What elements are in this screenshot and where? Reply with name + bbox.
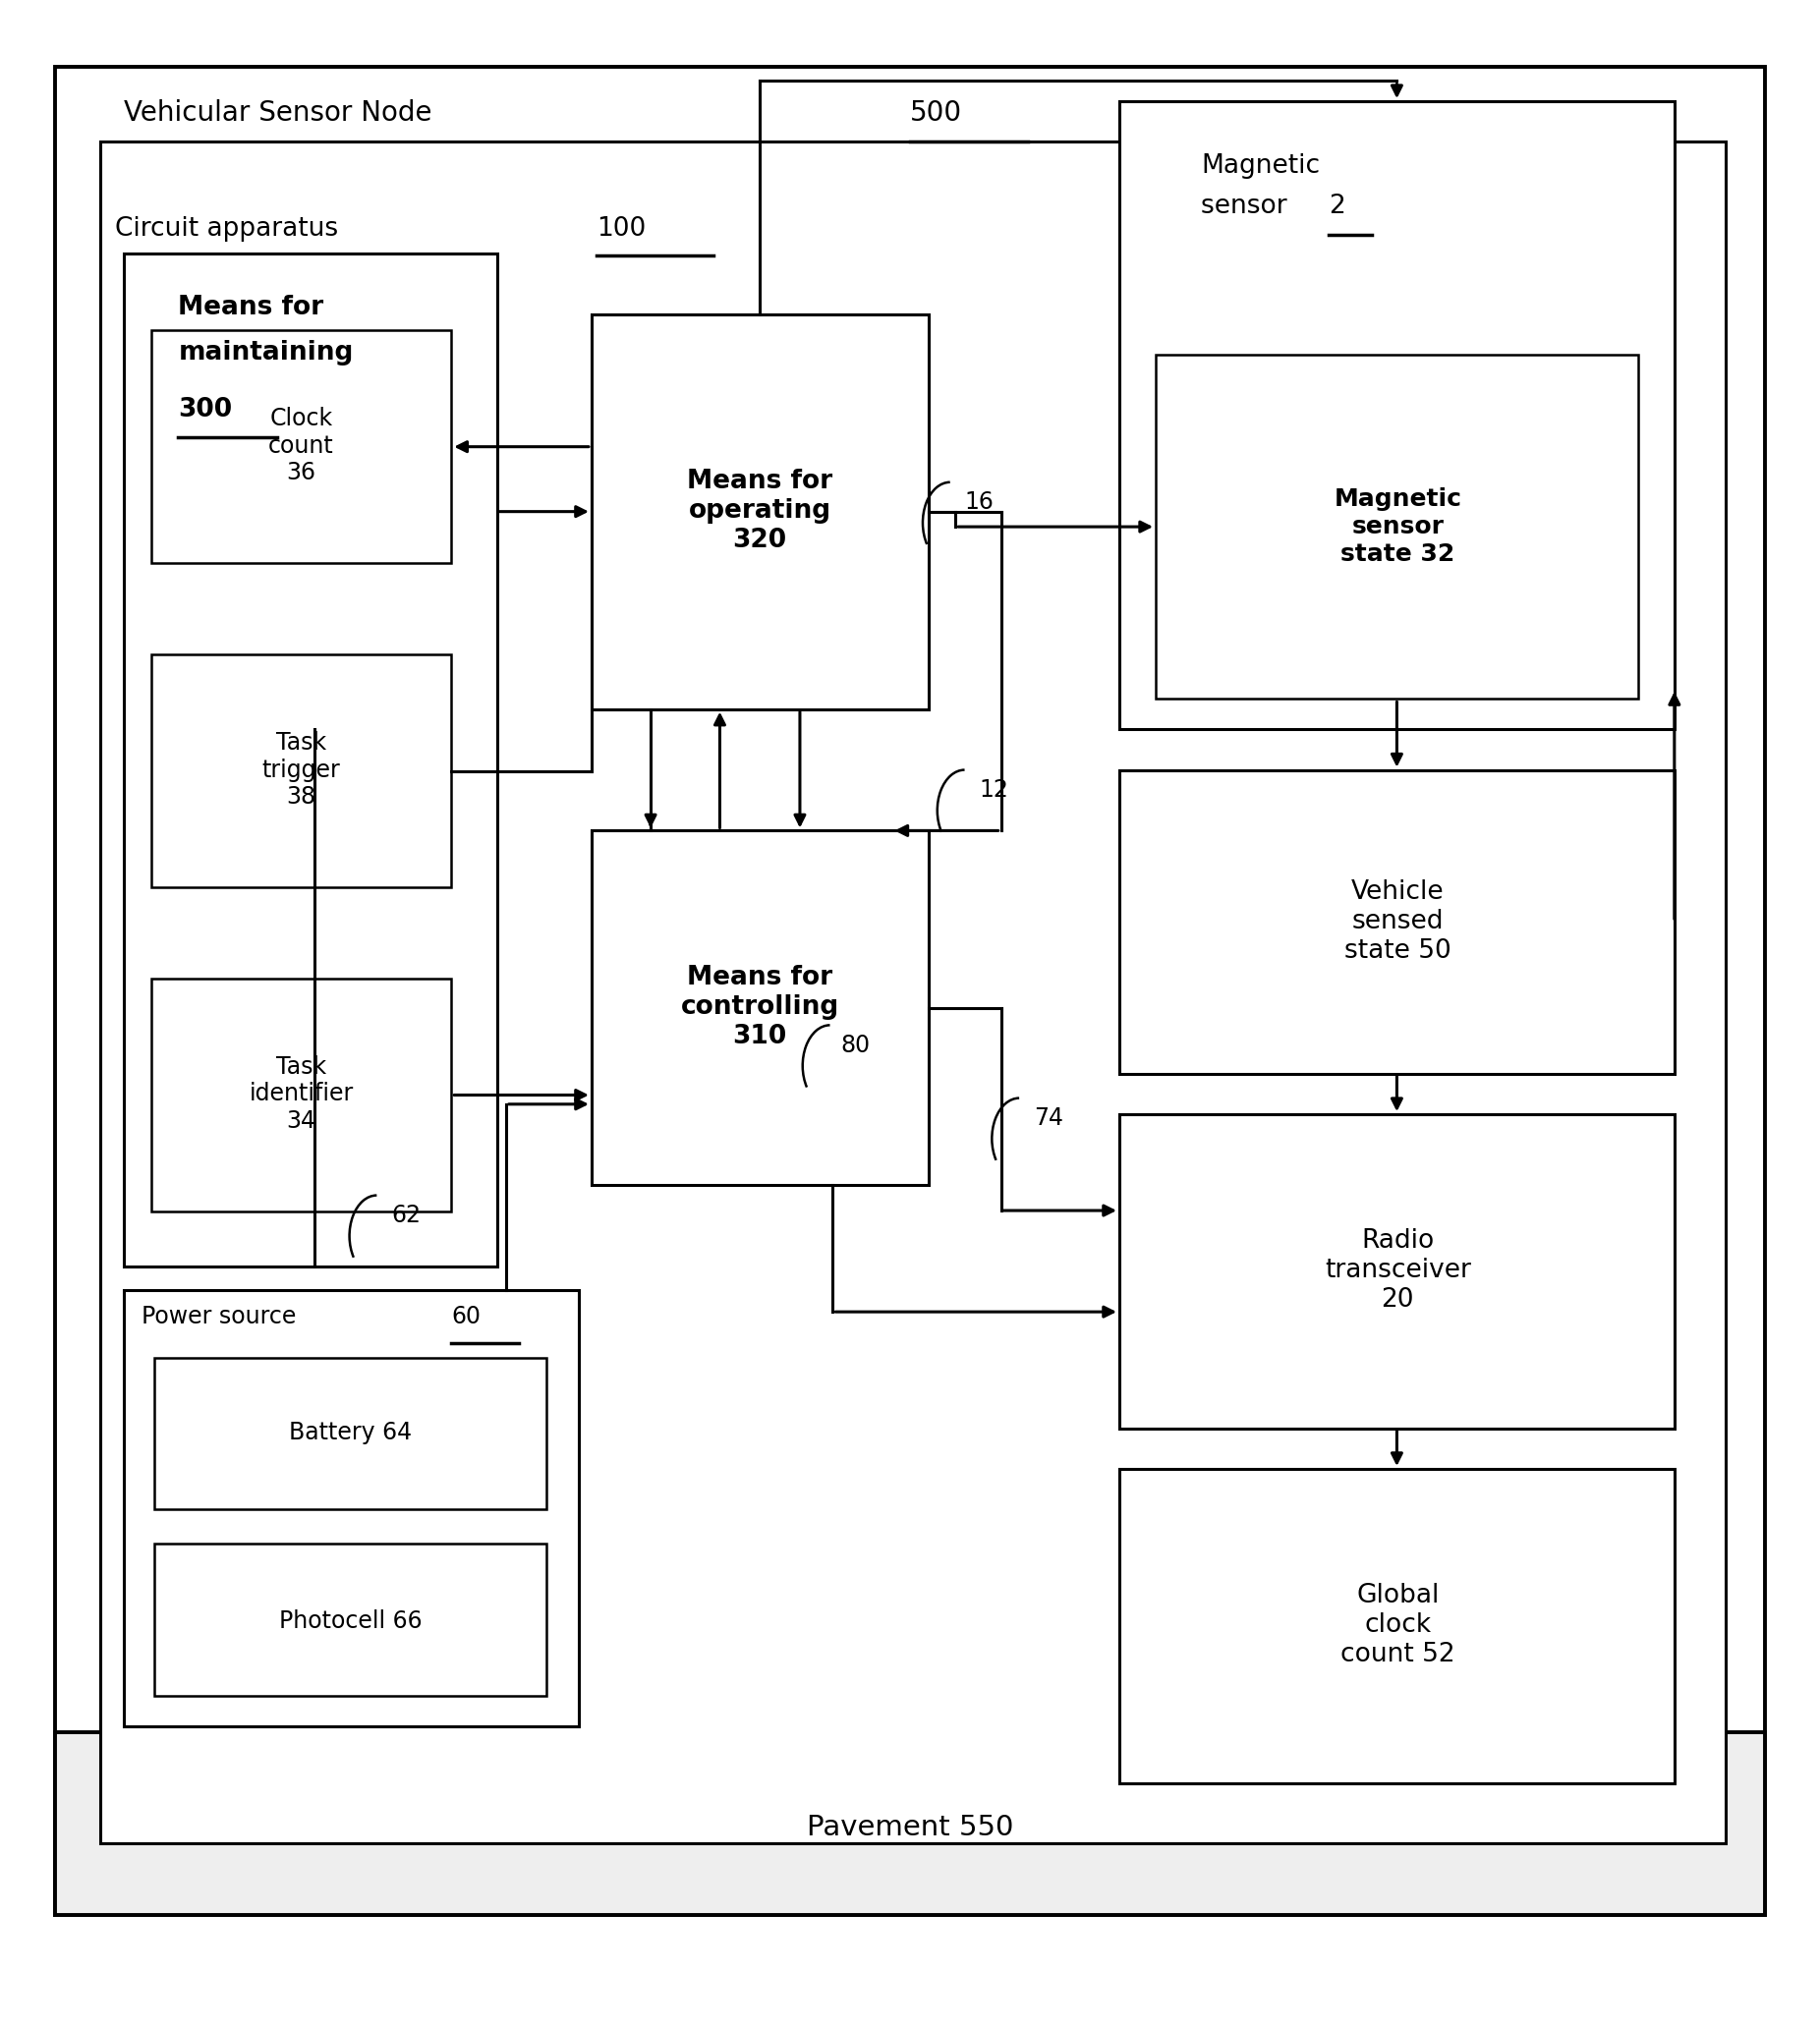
Bar	[155, 1544, 546, 1696]
Bar	[124, 253, 497, 1266]
Bar	[151, 979, 451, 1212]
Bar	[1119, 101, 1674, 729]
Bar	[592, 314, 928, 709]
Bar	[151, 654, 451, 887]
Text: 300: 300	[178, 397, 233, 421]
Text: Battery 64: Battery 64	[289, 1420, 411, 1445]
Text: Task
identifier
34: Task identifier 34	[249, 1056, 353, 1133]
Bar	[1119, 1114, 1674, 1428]
Text: Task
trigger
38: Task trigger 38	[262, 731, 340, 808]
Bar	[155, 1357, 546, 1509]
Bar	[1156, 355, 1638, 699]
Text: Means for: Means for	[178, 296, 324, 320]
Text: 100: 100	[597, 217, 646, 241]
Text: 80: 80	[841, 1033, 870, 1058]
Bar	[592, 831, 928, 1185]
Bar	[124, 1291, 579, 1726]
Bar	[100, 142, 1725, 1844]
Text: Magnetic
sensor
state 32: Magnetic sensor state 32	[1334, 488, 1461, 565]
Text: 60: 60	[451, 1305, 480, 1329]
Text: 74: 74	[1034, 1106, 1063, 1131]
Text: sensor: sensor	[1201, 194, 1296, 219]
Text: 62: 62	[391, 1203, 420, 1228]
Text: Circuit apparatus: Circuit apparatus	[115, 217, 346, 241]
Text: 2: 2	[1329, 194, 1345, 219]
Text: 500: 500	[910, 99, 963, 128]
Text: Means for
operating
320: Means for operating 320	[688, 468, 832, 553]
Text: Magnetic: Magnetic	[1201, 154, 1320, 178]
Text: Radio
transceiver
20: Radio transceiver 20	[1325, 1228, 1471, 1313]
Bar	[1119, 1469, 1674, 1783]
Text: Vehicle
sensed
state 50: Vehicle sensed state 50	[1345, 879, 1451, 964]
Text: 16: 16	[965, 490, 994, 515]
Text: Pavement 550: Pavement 550	[806, 1813, 1014, 1842]
Text: 12: 12	[979, 778, 1008, 802]
Text: Photocell 66: Photocell 66	[278, 1609, 422, 1633]
Text: Global
clock
count 52: Global clock count 52	[1341, 1582, 1454, 1667]
Text: Power source: Power source	[142, 1305, 304, 1329]
Text: maintaining: maintaining	[178, 340, 353, 365]
Text: Vehicular Sensor Node: Vehicular Sensor Node	[124, 99, 440, 128]
Bar	[151, 330, 451, 563]
Text: Means for
controlling
310: Means for controlling 310	[681, 964, 839, 1049]
Bar	[1119, 770, 1674, 1074]
Text: Clock
count
36: Clock count 36	[268, 407, 335, 484]
Bar	[55, 1732, 1765, 1915]
